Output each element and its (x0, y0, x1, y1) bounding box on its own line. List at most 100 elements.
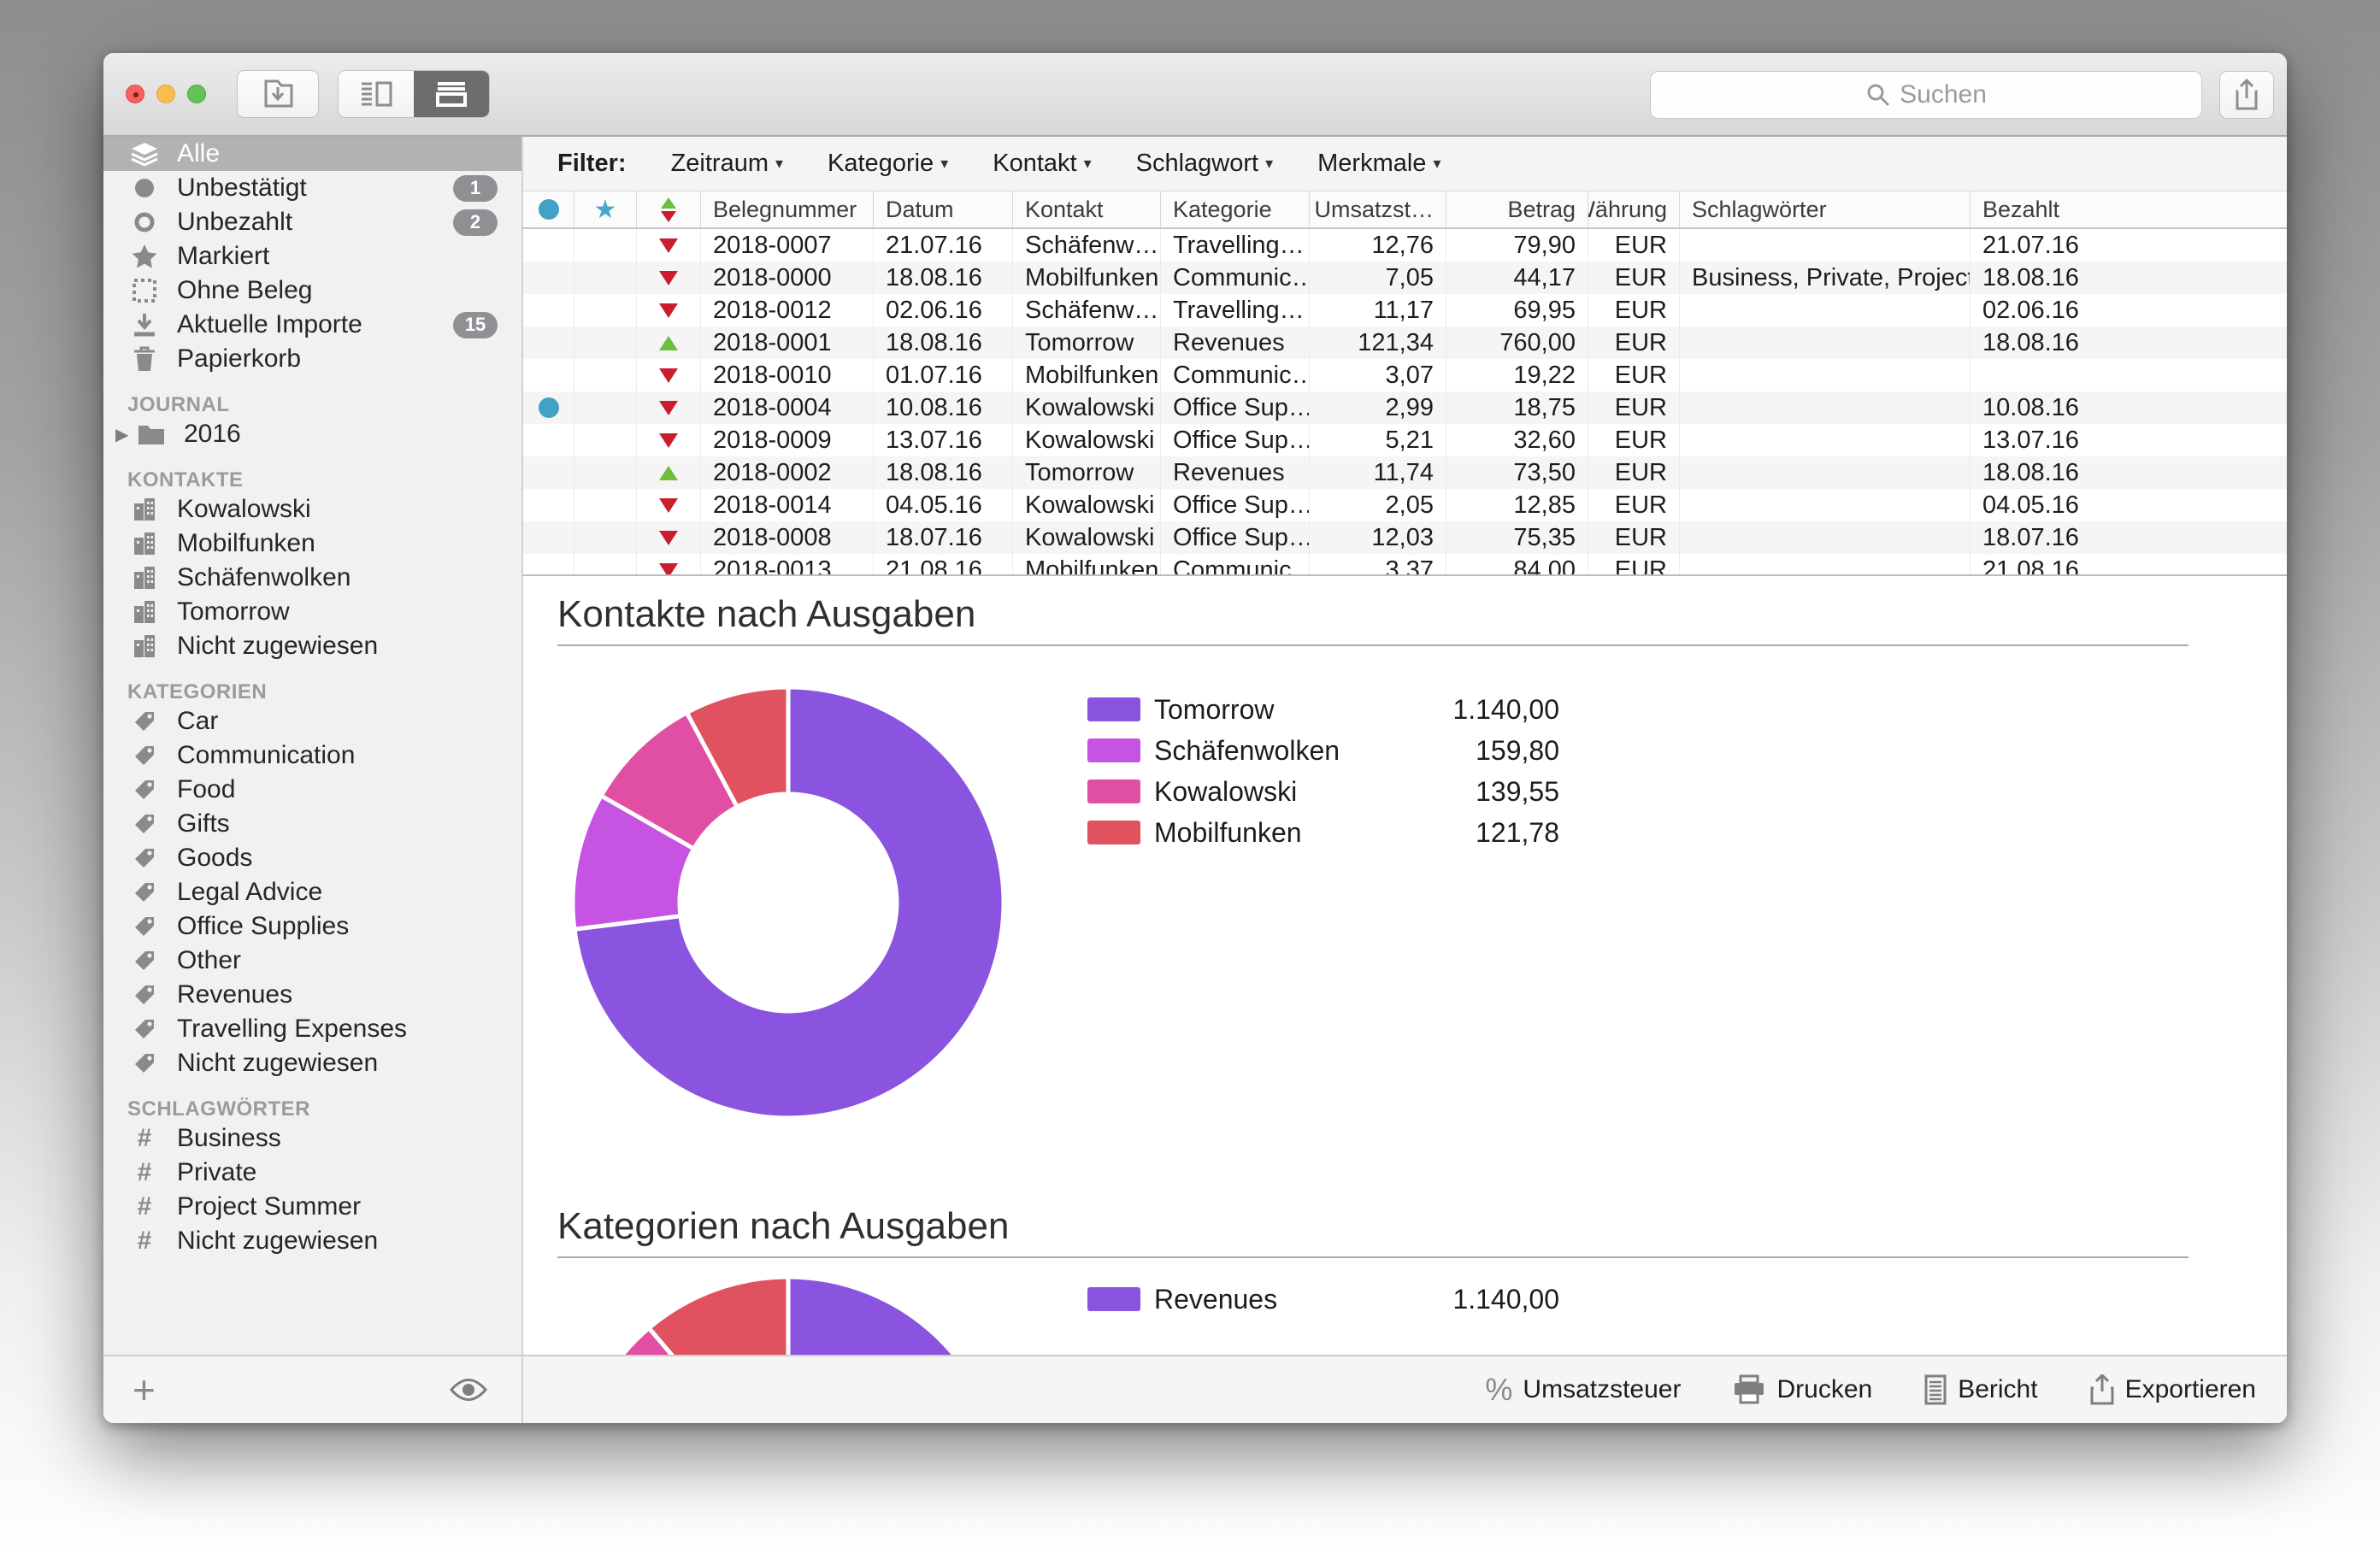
sidebar-item-kowalowski[interactable]: Kowalowski (103, 492, 521, 527)
sidebar-item-office-supplies[interactable]: Office Supplies (103, 909, 521, 944)
table-row[interactable]: 2018-0012 02.06.16 Schäfenw… Travelling… 11,… (523, 294, 2287, 327)
column-header-schlagwoerter[interactable]: Schlagwörter (1680, 191, 1971, 227)
sidebar-item-sch-fenwolken[interactable]: Schäfenwolken (103, 561, 521, 595)
list-view-button[interactable] (339, 71, 414, 117)
sidebar-item-communication[interactable]: Communication (103, 738, 521, 773)
sidebar-item-unbest-tigt[interactable]: Unbestätigt 1 (103, 171, 521, 205)
filter-kontakt[interactable]: Kontakt ▾ (993, 150, 1091, 178)
table-row[interactable]: 2018-0004 10.08.16 Kowalowski Office Sup… 2,… (523, 391, 2287, 424)
column-header-bezahlt[interactable]: Bezahlt (1971, 191, 2287, 227)
sidebar-item-tomorrow[interactable]: Tomorrow (103, 595, 521, 629)
column-header-dir[interactable] (637, 191, 701, 227)
cell-kontakt: Mobilfunken (1013, 554, 1161, 574)
sidebar-item-markiert[interactable]: Markiert (103, 239, 521, 274)
add-button[interactable]: + (133, 1368, 156, 1412)
sidebar-item-food[interactable]: Food (103, 773, 521, 807)
sidebar-item-alle[interactable]: Alle (103, 137, 521, 171)
sidebar-item-travelling-expenses[interactable]: Travelling Expenses (103, 1012, 521, 1046)
drucken-button[interactable]: Drucken (1732, 1374, 1872, 1405)
column-header-dot[interactable] (523, 191, 574, 227)
cell-schlagwoerter (1680, 359, 1971, 391)
filter-schlagwort[interactable]: Schlagwort ▾ (1136, 150, 1274, 178)
sidebar-item-mobilfunken[interactable]: Mobilfunken (103, 527, 521, 561)
cell-betrag: 75,35 (1446, 521, 1588, 554)
expense-arrow-icon (659, 432, 678, 448)
cell-flag (574, 489, 637, 521)
table-row[interactable]: 2018-0010 01.07.16 Mobilfunken Communic… 3,0… (523, 359, 2287, 391)
close-button[interactable] (126, 85, 144, 103)
cell-bezahlt: 21.07.16 (1971, 229, 2287, 262)
sidebar-item-papierkorb[interactable]: Papierkorb (103, 342, 521, 376)
sidebar-item-revenues[interactable]: Revenues (103, 978, 521, 1012)
cell-betrag: 44,17 (1446, 262, 1588, 294)
cell-value: Mobilfunken (1025, 361, 1159, 389)
sidebar-item-label: Car (177, 707, 219, 735)
cell-waehrung: EUR (1588, 359, 1680, 391)
table-row[interactable]: 2018-0000 18.08.16 Mobilfunken Communic… 7,0… (523, 262, 2287, 294)
sidebar-item-label: Legal Advice (177, 878, 323, 906)
sidebar-item-ohne-beleg[interactable]: Ohne Beleg (103, 274, 521, 308)
filter-kategorie[interactable]: Kategorie ▾ (828, 150, 948, 178)
sidebar-item-label: Unbezahlt (177, 208, 293, 236)
sidebar-item-unbezahlt[interactable]: Unbezahlt 2 (103, 205, 521, 239)
hash-icon: # (137, 1227, 152, 1255)
cell-umsatzst: 3,37 (1310, 554, 1446, 574)
search-input[interactable]: Suchen (1650, 71, 2202, 119)
sidebar-item-other[interactable]: Other (103, 944, 521, 978)
chart-rule (557, 644, 2189, 646)
sidebar-item-aktuelle-importe[interactable]: Aktuelle Importe 15 (103, 308, 521, 342)
import-button[interactable] (237, 70, 319, 118)
filter-merkmale[interactable]: Merkmale ▾ (1317, 150, 1440, 178)
legend-swatch (1087, 1287, 1140, 1311)
tag-icon (127, 811, 162, 837)
count-badge: 1 (453, 174, 498, 202)
table-row[interactable]: 2018-0009 13.07.16 Kowalowski Office Sup… 5,… (523, 424, 2287, 456)
footer-button-label: Umsatzsteuer (1523, 1375, 1682, 1403)
exportieren-button[interactable]: Exportieren (2089, 1374, 2256, 1405)
bericht-button[interactable]: Bericht (1923, 1374, 2038, 1405)
visibility-eye-button[interactable] (450, 1377, 487, 1403)
sidebar-item-private[interactable]: # Private (103, 1156, 521, 1190)
sidebar-item-project-summer[interactable]: # Project Summer (103, 1190, 521, 1224)
column-header-betrag[interactable]: Betrag (1446, 191, 1588, 227)
table-row[interactable]: 2018-0001 18.08.16 Tomorrow Revenues 121,34 7… (523, 327, 2287, 359)
cell-dot (523, 229, 574, 262)
column-header-kategorie[interactable]: Kategorie (1161, 191, 1310, 227)
table-row[interactable]: 2018-0007 21.07.16 Schäfenw… Travelling… 12,… (523, 229, 2287, 262)
table-row[interactable]: 2018-0014 04.05.16 Kowalowski Office Sup… 2,… (523, 489, 2287, 521)
sidebar-item-goods[interactable]: Goods (103, 841, 521, 875)
cell-bezahlt: 18.08.16 (1971, 456, 2287, 489)
column-header-waehrung[interactable]: Währung (1588, 191, 1680, 227)
umsatzsteuer-button[interactable]: % Umsatzsteuer (1485, 1372, 1681, 1408)
cell-value: Office Sup… (1173, 393, 1310, 421)
sidebar-item-nicht-zugewiesen[interactable]: Nicht zugewiesen (103, 629, 521, 663)
disclosure-triangle-icon[interactable]: ▶ (115, 425, 129, 444)
sidebar-item-car[interactable]: Car (103, 704, 521, 738)
sidebar-item-2016[interactable]: ▶ 2016 (103, 417, 521, 451)
legend-value: 121,78 (1476, 816, 1559, 848)
view-mode-segmented-control (338, 70, 490, 118)
zoom-button[interactable] (187, 85, 206, 103)
column-header-belegnummer[interactable]: Belegnummer (701, 191, 874, 227)
footer-actions: % Umsatzsteuer Drucken Bericht Exportieren (1485, 1372, 2287, 1408)
tag-icon (127, 743, 162, 768)
column-header-umsatzst[interactable]: Umsatzst… (1310, 191, 1446, 227)
sidebar-item-business[interactable]: # Business (103, 1121, 521, 1156)
filter-zeitraum[interactable]: Zeitraum ▾ (671, 150, 783, 178)
report-view-button[interactable] (414, 71, 489, 117)
minimize-button[interactable] (156, 85, 175, 103)
sidebar-item-nicht-zugewiesen[interactable]: Nicht zugewiesen (103, 1046, 521, 1080)
sidebar-item-legal-advice[interactable]: Legal Advice (103, 875, 521, 909)
sidebar-item-nicht-zugewiesen[interactable]: # Nicht zugewiesen (103, 1224, 521, 1258)
share-button[interactable] (2219, 71, 2274, 119)
column-header-datum[interactable]: Datum (874, 191, 1013, 227)
table-row[interactable]: 2018-0013 21.08.16 Mobilfunken Communic… 3,3… (523, 554, 2287, 574)
tag-icon (127, 880, 162, 905)
table-row[interactable]: 2018-0008 18.07.16 Kowalowski Office Sup… 12… (523, 521, 2287, 554)
table-row[interactable]: 2018-0002 18.08.16 Tomorrow Revenues 11,74 73… (523, 456, 2287, 489)
column-header-flag[interactable]: ★ (574, 191, 637, 227)
sidebar-item-label: 2016 (184, 420, 241, 448)
sidebar-item-gifts[interactable]: Gifts (103, 807, 521, 841)
column-header-kontakt[interactable]: Kontakt (1013, 191, 1161, 227)
cell-flag (574, 229, 637, 262)
